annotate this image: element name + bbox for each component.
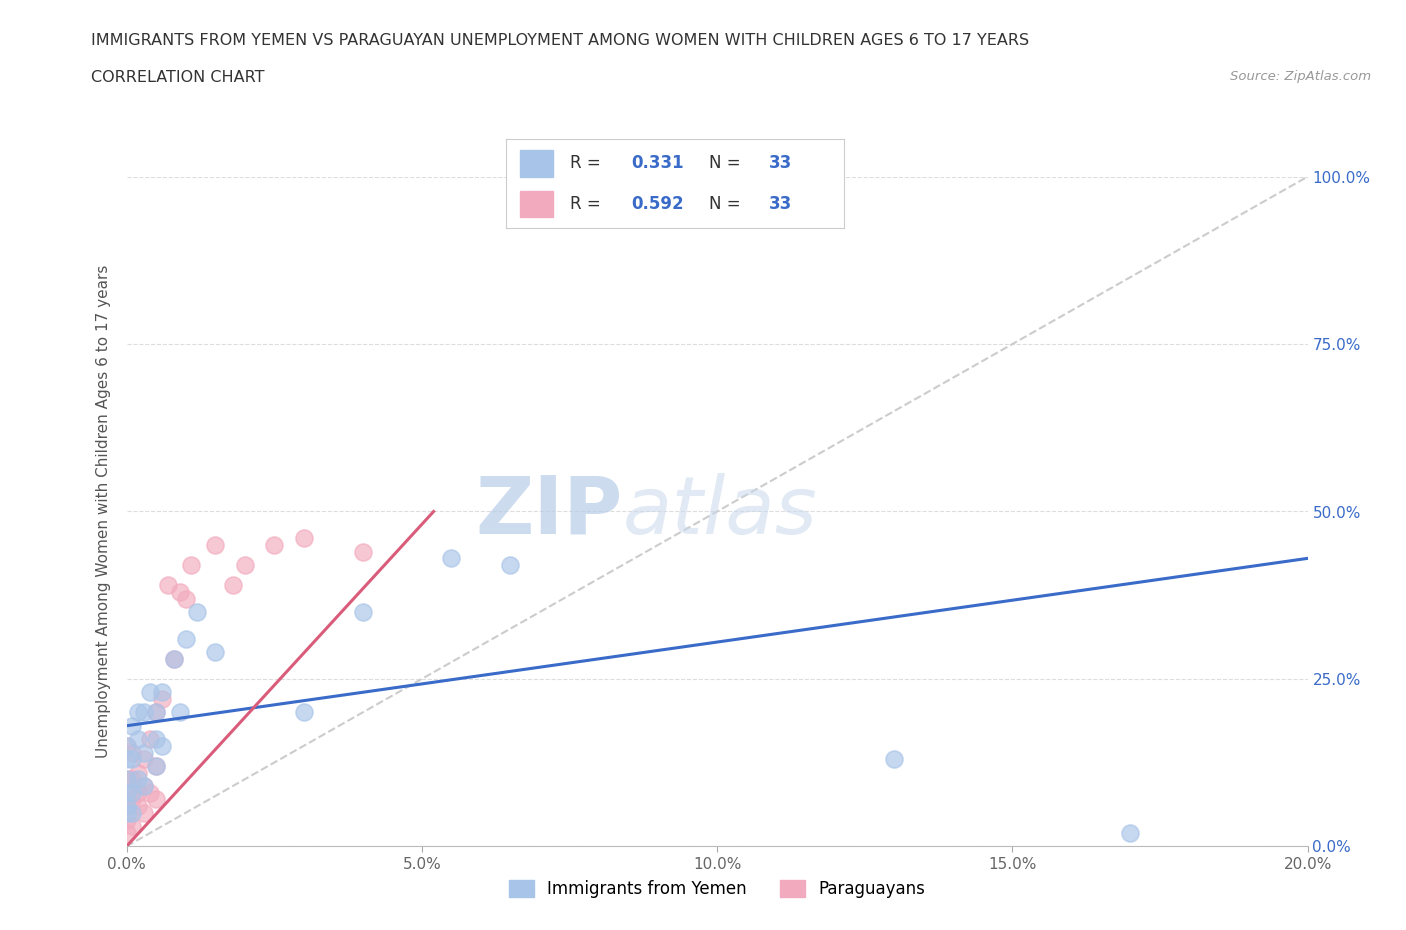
Point: [204, 644, 226, 659]
Point: [169, 705, 191, 720]
Point: [121, 805, 143, 820]
Text: 33: 33: [769, 154, 793, 172]
Point: [127, 772, 149, 787]
Point: [145, 732, 167, 747]
Point: [121, 751, 143, 766]
Point: [145, 705, 167, 720]
Point: [134, 745, 156, 760]
Point: [180, 558, 202, 573]
Point: [156, 578, 179, 592]
Point: [115, 826, 138, 841]
Point: [121, 772, 143, 787]
Text: R =: R =: [571, 195, 606, 213]
Point: [115, 799, 138, 814]
Point: [499, 558, 522, 573]
Point: [115, 772, 138, 787]
Point: [134, 705, 156, 720]
Point: [169, 584, 191, 599]
FancyBboxPatch shape: [520, 150, 554, 177]
Point: [121, 745, 143, 760]
Point: [145, 705, 167, 720]
Text: 0.331: 0.331: [631, 154, 683, 172]
Point: [115, 785, 138, 800]
Text: N =: N =: [709, 154, 745, 172]
Point: [134, 805, 156, 820]
Text: ZIP: ZIP: [475, 472, 623, 551]
Point: [121, 785, 143, 800]
Point: [150, 684, 173, 699]
Point: [233, 558, 256, 573]
Point: [174, 591, 197, 606]
Point: [163, 651, 186, 666]
Point: [115, 751, 138, 766]
Point: [127, 799, 149, 814]
Point: [139, 732, 162, 747]
Point: [127, 732, 149, 747]
Point: [134, 778, 156, 793]
Point: [115, 805, 138, 820]
Text: 33: 33: [769, 195, 793, 213]
Point: [115, 799, 138, 814]
Point: [115, 772, 138, 787]
Point: [222, 578, 245, 592]
Point: [134, 751, 156, 766]
Point: [186, 604, 208, 619]
Point: [127, 765, 149, 780]
Point: [139, 785, 162, 800]
Point: [127, 705, 149, 720]
Point: [263, 538, 285, 552]
FancyBboxPatch shape: [520, 191, 554, 218]
Text: Source: ZipAtlas.com: Source: ZipAtlas.com: [1230, 70, 1371, 83]
Point: [145, 759, 167, 774]
Point: [440, 551, 463, 565]
Point: [1119, 826, 1142, 841]
Point: [127, 785, 149, 800]
Point: [145, 792, 167, 807]
Point: [174, 631, 197, 646]
Point: [139, 684, 162, 699]
Point: [115, 785, 138, 800]
Text: 0.592: 0.592: [631, 195, 683, 213]
Point: [352, 604, 374, 619]
Point: [883, 751, 905, 766]
Point: [150, 738, 173, 753]
Point: [121, 718, 143, 733]
Point: [292, 531, 315, 546]
Text: CORRELATION CHART: CORRELATION CHART: [91, 70, 264, 85]
Point: [292, 705, 315, 720]
Point: [163, 651, 186, 666]
Text: atlas: atlas: [623, 472, 817, 551]
Text: IMMIGRANTS FROM YEMEN VS PARAGUAYAN UNEMPLOYMENT AMONG WOMEN WITH CHILDREN AGES : IMMIGRANTS FROM YEMEN VS PARAGUAYAN UNEM…: [91, 33, 1029, 47]
Point: [121, 818, 143, 833]
Text: R =: R =: [571, 154, 606, 172]
Y-axis label: Unemployment Among Women with Children Ages 6 to 17 years: Unemployment Among Women with Children A…: [96, 265, 111, 758]
Point: [115, 738, 138, 753]
Point: [352, 544, 374, 559]
Point: [121, 792, 143, 807]
Point: [115, 812, 138, 827]
Point: [134, 778, 156, 793]
Point: [204, 538, 226, 552]
Point: [150, 692, 173, 707]
Point: [145, 759, 167, 774]
Point: [115, 738, 138, 753]
Legend: Immigrants from Yemen, Paraguayans: Immigrants from Yemen, Paraguayans: [502, 873, 932, 905]
Text: N =: N =: [709, 195, 745, 213]
